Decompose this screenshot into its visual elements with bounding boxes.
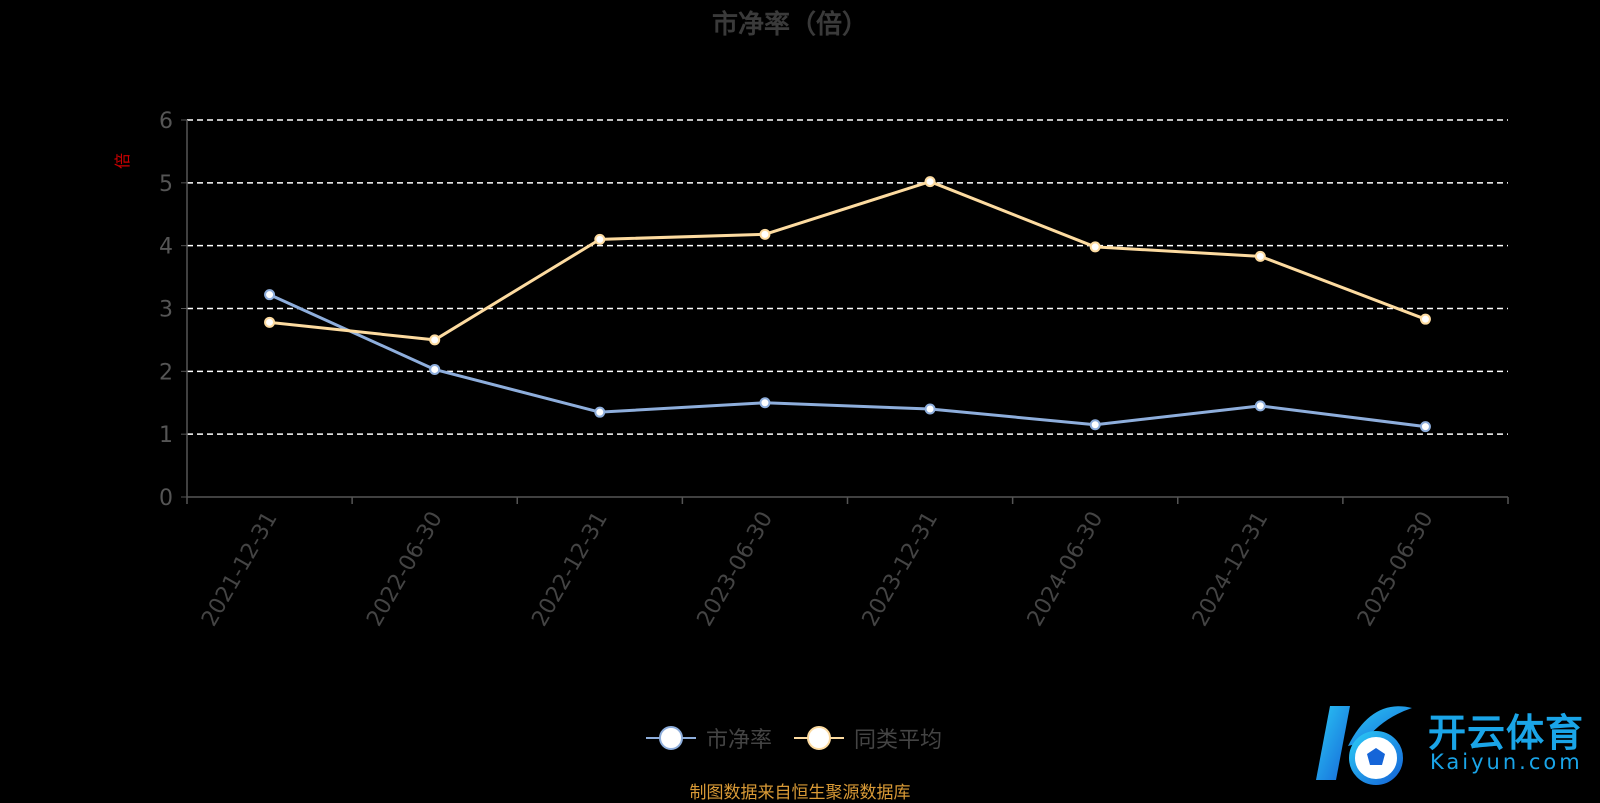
data-point[interactable] bbox=[264, 289, 276, 301]
data-points bbox=[264, 176, 1431, 433]
source-note: 制图数据来自恒生聚源数据库 bbox=[689, 783, 911, 803]
x-tick-label: 2024-12-31 bbox=[1188, 508, 1274, 631]
y-tick-label: 3 bbox=[159, 298, 173, 323]
legend-item-peer-average[interactable]: 同类平均 bbox=[794, 722, 942, 754]
series-lines bbox=[268, 180, 1426, 429]
series-line-0 bbox=[268, 293, 1426, 429]
x-tick-label: 2024-06-30 bbox=[1023, 508, 1109, 631]
x-tick-label: 2023-06-30 bbox=[693, 508, 779, 631]
x-tick-label: 2023-12-31 bbox=[858, 508, 944, 631]
legend: 市净率 同类平均 bbox=[646, 718, 964, 758]
legend-swatch-peer-average bbox=[794, 726, 845, 750]
data-point[interactable] bbox=[759, 397, 771, 409]
y-tick-label: 1 bbox=[159, 423, 173, 448]
data-point[interactable] bbox=[594, 233, 606, 245]
legend-label-peer-average: 同类平均 bbox=[854, 728, 943, 753]
data-point[interactable] bbox=[924, 403, 936, 415]
data-point[interactable] bbox=[759, 228, 771, 240]
x-tick-label: 2022-12-31 bbox=[527, 508, 613, 631]
y-tick-label: 6 bbox=[159, 109, 173, 134]
data-point[interactable] bbox=[264, 316, 276, 328]
watermark-en-text: Kaiyun.com bbox=[1430, 750, 1583, 774]
legend-swatch-pb bbox=[646, 726, 696, 750]
grid-lines bbox=[187, 119, 1508, 435]
y-tick-labels: 0 1 2 3 4 5 6 bbox=[159, 109, 173, 511]
x-tick-label: 2025-06-30 bbox=[1353, 508, 1439, 631]
data-point[interactable] bbox=[1419, 421, 1431, 433]
legend-item-pb[interactable]: 市净率 bbox=[646, 722, 772, 754]
data-point[interactable] bbox=[429, 363, 441, 375]
data-point[interactable] bbox=[1419, 313, 1431, 325]
x-tick-label: 2021-12-31 bbox=[197, 508, 283, 631]
watermark-cn-text: 开云体育 bbox=[1428, 711, 1585, 755]
data-point[interactable] bbox=[429, 334, 441, 346]
data-point[interactable] bbox=[1089, 241, 1101, 253]
series-line-1 bbox=[269, 180, 1426, 342]
y-tick-label: 2 bbox=[159, 360, 173, 385]
axes bbox=[181, 119, 1509, 504]
x-tick-label: 2022-06-30 bbox=[362, 508, 448, 631]
data-point[interactable] bbox=[594, 406, 606, 418]
y-axis-label: 倍 bbox=[113, 153, 132, 169]
x-tick-labels: 2021-12-31 2022-06-30 2022-12-31 2023-06-30… bbox=[197, 508, 1438, 631]
legend-label-pb: 市净率 bbox=[706, 728, 773, 753]
y-tick-label: 4 bbox=[159, 235, 173, 260]
data-point[interactable] bbox=[1254, 250, 1266, 262]
y-tick-label: 0 bbox=[159, 486, 173, 511]
data-point[interactable] bbox=[1254, 400, 1266, 412]
watermark-logo: 开云体育 Kaiyun.com bbox=[1312, 698, 1592, 788]
data-point[interactable] bbox=[1089, 419, 1101, 431]
data-point[interactable] bbox=[924, 176, 936, 188]
chart-title: 市净率（倍） bbox=[712, 9, 868, 40]
k-soccer-ball-logo-icon bbox=[1316, 706, 1412, 785]
y-tick-label: 5 bbox=[159, 172, 173, 197]
